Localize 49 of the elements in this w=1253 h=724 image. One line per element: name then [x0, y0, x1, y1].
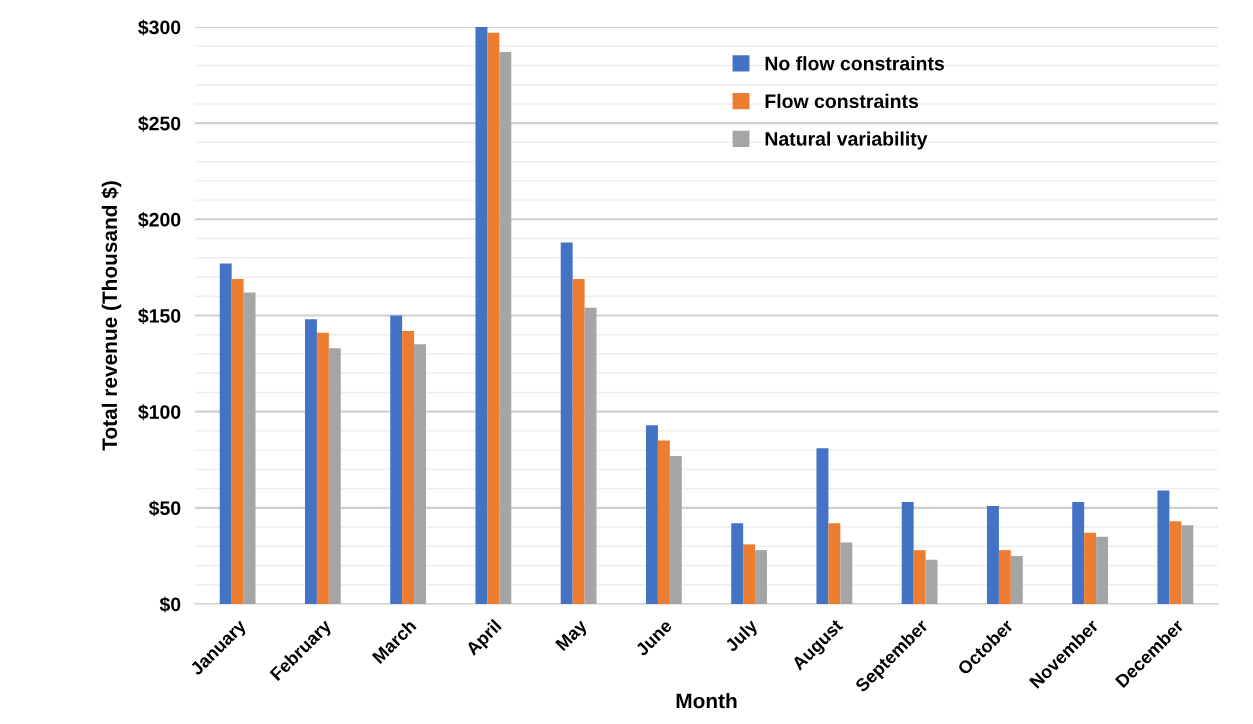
legend-label: Flow constraints — [765, 93, 919, 109]
bar — [219, 263, 232, 604]
bar — [998, 550, 1011, 604]
bar — [1084, 532, 1097, 604]
bar — [1181, 525, 1194, 604]
bar — [414, 344, 427, 604]
bar — [645, 425, 658, 604]
y-tick-label: $250 — [138, 115, 181, 132]
y-tick-label: $300 — [138, 19, 181, 36]
bar — [1169, 521, 1182, 604]
y-tick-label: $0 — [159, 596, 181, 613]
bar — [1157, 490, 1170, 604]
bar — [925, 559, 938, 604]
bar — [669, 455, 682, 604]
legend-label: No flow constraints — [765, 56, 944, 71]
bar — [1072, 502, 1085, 604]
bar — [913, 550, 926, 604]
bar — [243, 292, 256, 604]
bar — [390, 315, 403, 604]
legend-label: Natural variability — [765, 131, 928, 150]
bar — [572, 278, 585, 604]
bar — [743, 544, 756, 604]
bar — [731, 523, 744, 604]
x-axis-title: Month — [676, 693, 737, 709]
bar — [487, 32, 500, 604]
bar — [1096, 536, 1109, 604]
y-tick-label: $50 — [148, 500, 181, 517]
bar — [755, 550, 768, 604]
bar — [828, 523, 841, 604]
bar — [584, 307, 597, 604]
bar — [316, 332, 329, 604]
bar — [657, 440, 670, 604]
bar — [986, 505, 999, 604]
y-axis-title: Total revenue (Thousand $) — [101, 181, 122, 451]
bar — [560, 242, 573, 604]
bar — [816, 448, 829, 604]
bar — [1010, 555, 1023, 604]
bar — [499, 52, 512, 604]
bar — [231, 278, 244, 604]
bar — [901, 502, 914, 604]
bar — [304, 319, 317, 604]
y-tick-label: $150 — [138, 308, 181, 324]
y-tick-label: $100 — [138, 404, 181, 421]
bar — [475, 27, 488, 604]
y-tick-label: $200 — [138, 211, 181, 228]
bar — [840, 542, 853, 604]
bar — [328, 348, 341, 604]
bar — [402, 330, 415, 604]
x-tick-label: May — [555, 618, 591, 654]
